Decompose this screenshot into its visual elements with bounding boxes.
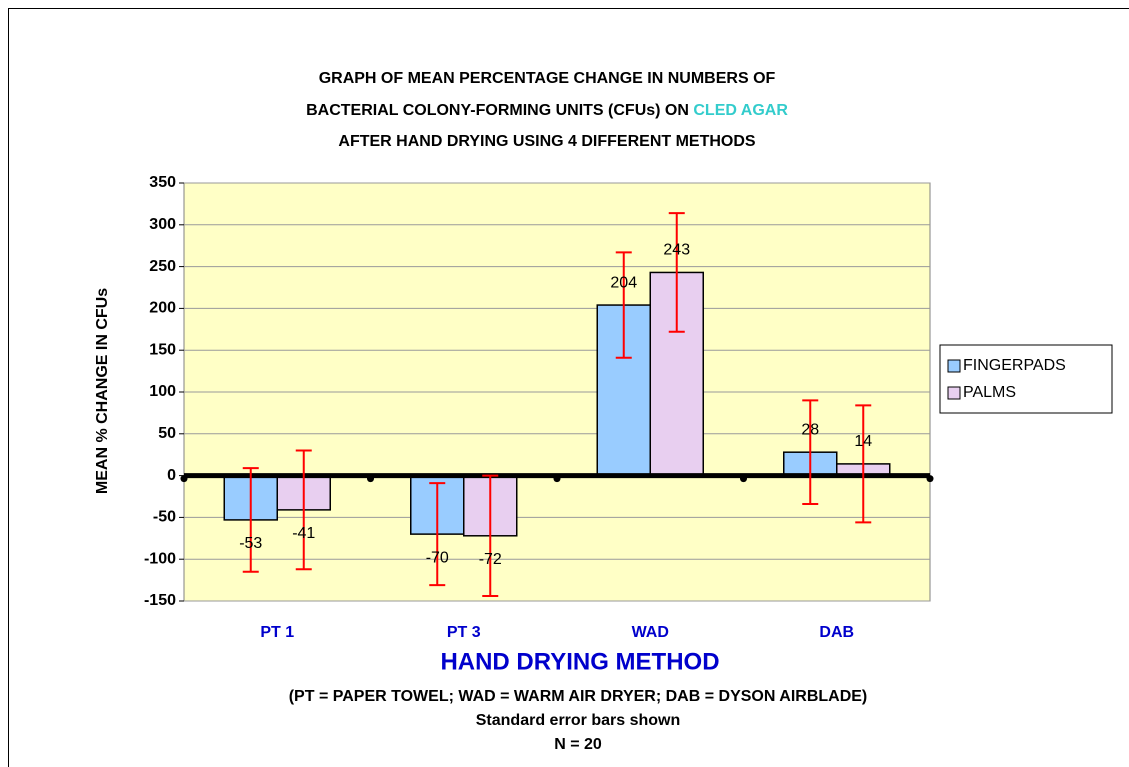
chart-title: BACTERIAL COLONY-FORMING UNITS (CFUs) ON (306, 102, 689, 119)
data-label: -72 (479, 551, 502, 568)
legend (939, 344, 1113, 414)
y-tick-label: 0 (167, 467, 176, 484)
chart-title: AFTER HAND DRYING USING 4 DIFFERENT METH… (338, 133, 756, 150)
y-tick-label: 350 (149, 174, 176, 191)
x-axis-label: HAND DRYING METHOD (440, 648, 719, 675)
data-label: -70 (426, 549, 449, 566)
x-tick (740, 475, 747, 483)
y-tick-label: 250 (149, 258, 176, 275)
y-tick-label: 150 (149, 341, 176, 358)
chart-title: GRAPH OF MEAN PERCENTAGE CHANGE IN NUMBE… (319, 70, 776, 87)
data-label: 14 (854, 433, 872, 450)
y-axis-label: MEAN % CHANGE IN CFUs (94, 288, 111, 494)
data-label: 204 (610, 274, 637, 291)
data-label: 243 (663, 242, 690, 259)
y-tick-label: 200 (149, 300, 176, 317)
y-tick-label: 300 (149, 216, 176, 233)
note: (PT = PAPER TOWEL; WAD = WARM AIR DRYER;… (289, 688, 868, 705)
legend-label: PALMS (963, 384, 1016, 401)
y-tick-label: -150 (144, 592, 176, 609)
x-tick (926, 475, 934, 483)
legend-label: FINGERPADS (963, 357, 1066, 374)
x-tick-label: WAD (632, 624, 669, 641)
x-tick (367, 475, 374, 483)
x-tick-label: PT 1 (260, 624, 294, 641)
y-tick-label: 50 (158, 425, 176, 442)
y-tick-label: 100 (149, 383, 176, 400)
legend-swatch (947, 386, 961, 400)
y-tick-label: -100 (144, 550, 176, 567)
y-tick-label: -50 (153, 509, 176, 526)
note: N = 20 (554, 736, 602, 753)
data-label: -53 (239, 535, 262, 552)
x-tick (553, 475, 561, 483)
data-label: 28 (801, 421, 819, 438)
note: Standard error bars shown (476, 712, 681, 729)
x-tick-label: DAB (819, 624, 854, 641)
legend-swatch (947, 359, 961, 373)
x-tick (180, 475, 188, 483)
chart-title-highlight: CLED AGAR (693, 102, 788, 119)
data-label: -41 (292, 525, 315, 542)
x-tick-label: PT 3 (447, 624, 481, 641)
chart-title: BACTERIAL COLONY-FORMING UNITS (CFUs) ON… (306, 102, 788, 119)
